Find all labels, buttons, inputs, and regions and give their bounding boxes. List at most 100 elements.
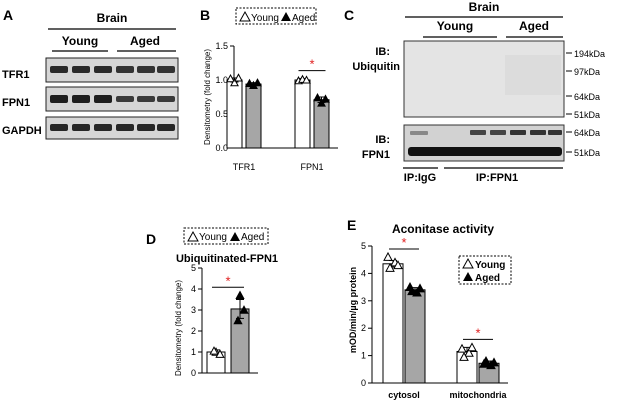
y-tick-label: 0.5 — [215, 109, 228, 119]
data-point — [226, 73, 235, 83]
y-tick-label: 1.5 — [215, 41, 228, 51]
c-group-aged: Aged — [519, 19, 549, 33]
panel-d-marks: * — [206, 273, 250, 374]
data-point — [467, 342, 477, 352]
c-group-young: Young — [437, 19, 473, 33]
data-point — [209, 346, 219, 355]
marker-194kda: 194kDa — [574, 49, 605, 59]
data-point — [245, 78, 254, 87]
legend-aged-symbol — [281, 12, 291, 21]
y-tick-label: 5 — [191, 263, 196, 273]
ib-bottom-label-1: IB: — [375, 134, 390, 146]
data-point — [313, 93, 322, 102]
data-point — [233, 315, 243, 325]
group-label-aged: Aged — [130, 34, 160, 48]
legend-young-symbol — [187, 230, 199, 242]
legend-aged-symbol — [463, 272, 473, 281]
blot-row-label-tfr1: TFR1 — [2, 69, 30, 81]
significance-star: * — [225, 273, 230, 288]
y-tick-label: 4 — [361, 268, 366, 278]
data-point — [481, 356, 491, 365]
panel-d-letter: D — [146, 231, 156, 247]
panel-e-letter: E — [347, 217, 356, 233]
panel-d-ylabel: Densitometry (fold change) — [174, 280, 183, 376]
panel-d-title: Ubiquitinated-FPN1 — [176, 253, 278, 265]
category-label: FPN1 — [300, 162, 323, 172]
significance-star: * — [401, 235, 406, 250]
category-label: mitochondria — [449, 390, 507, 400]
y-tick-label: 0 — [191, 368, 196, 378]
data-point — [415, 283, 425, 293]
ib-top-label-2: Ubiquitin — [352, 61, 400, 73]
blot-ubiquitin — [403, 40, 565, 118]
blot-fpn1 — [45, 86, 179, 112]
panel-e-title: Aconitase activity — [392, 222, 494, 236]
data-point — [302, 75, 311, 84]
panel-e-legend: Young Aged — [458, 255, 512, 285]
marker-bottom-51kda: 51kDa — [574, 148, 600, 158]
panel-e: E Aconitase activity Young Aged mOD/min/… — [347, 217, 512, 400]
panel-d-legend: Young Aged — [183, 227, 269, 245]
bar-young — [382, 263, 404, 384]
y-tick-label: 1 — [361, 351, 366, 361]
legend-aged-label: Aged — [292, 13, 315, 24]
blot-tfr1 — [45, 57, 179, 83]
data-point — [235, 290, 245, 300]
marker-bottom-64kda: 64kDa — [574, 128, 600, 138]
panel-a-tissue: Brain — [97, 11, 128, 25]
bar-aged — [313, 99, 330, 149]
legend-aged-label: Aged — [241, 232, 264, 243]
significance-star: * — [309, 57, 314, 72]
panel-b-marks: TFR1 FPN1 * — [226, 57, 330, 172]
legend-young-label: Young — [475, 260, 505, 271]
data-point — [489, 357, 499, 367]
markers-bottom: 64kDa 51kDa — [566, 128, 600, 158]
data-point — [317, 98, 326, 107]
legend-aged-symbol — [230, 232, 240, 241]
legend-young-label: Young — [251, 13, 279, 24]
panel-b: B Young Aged Densitometry (fold change) … — [200, 7, 338, 172]
data-point — [383, 251, 393, 261]
y-tick-label: 4 — [191, 284, 196, 294]
y-tick-label: 2 — [361, 323, 366, 333]
data-point — [457, 343, 467, 353]
y-tick-label: 0 — [361, 378, 366, 388]
ip-igg-label: IP:IgG — [404, 172, 436, 184]
y-tick-label: 5 — [361, 241, 366, 251]
data-point — [385, 262, 395, 272]
significance-star: * — [475, 325, 480, 340]
group-label-young: Young — [62, 34, 98, 48]
category-label: TFR1 — [233, 162, 256, 172]
panel-c-letter: C — [344, 7, 354, 23]
panel-b-legend: Young Aged — [235, 7, 317, 25]
bar-young — [294, 79, 311, 149]
y-tick-label: 3 — [361, 296, 366, 306]
blot-ip-fpn1 — [403, 124, 565, 162]
data-point — [230, 78, 239, 87]
data-point — [253, 78, 262, 87]
blot-gapdh — [45, 116, 179, 140]
ip-fpn1-label: IP:FPN1 — [476, 172, 518, 184]
panel-b-letter: B — [200, 7, 210, 23]
y-tick-label: 3 — [191, 305, 196, 315]
data-point — [393, 260, 403, 270]
panel-c-tissue: Brain — [469, 0, 500, 14]
legend-young-label: Young — [199, 232, 227, 243]
markers-top: 194kDa 97kDa 64kDa 51kDa — [566, 49, 605, 120]
marker-51kda: 51kDa — [574, 110, 600, 120]
blot-row-label-gapdh: GAPDH — [2, 125, 42, 137]
blot-row-label-fpn1: FPN1 — [2, 97, 30, 109]
ib-top-label-1: IB: — [375, 46, 390, 58]
legend-young-symbol — [239, 10, 251, 22]
legend-aged-label: Aged — [475, 273, 500, 284]
panel-a-letter: A — [3, 7, 13, 23]
data-point — [459, 351, 469, 361]
marker-64kda: 64kDa — [574, 92, 600, 102]
panel-d-axes: 0 1 2 3 4 5 — [191, 263, 258, 378]
panel-d: D Young Aged Ubiquitinated-FPN1 Densitom… — [146, 227, 278, 378]
bar-aged — [404, 289, 426, 384]
bar-aged — [245, 83, 262, 149]
marker-97kda: 97kDa — [574, 67, 600, 77]
panel-a: A Brain Young Aged TFR1 FPN1 GAPDH — [2, 7, 179, 140]
